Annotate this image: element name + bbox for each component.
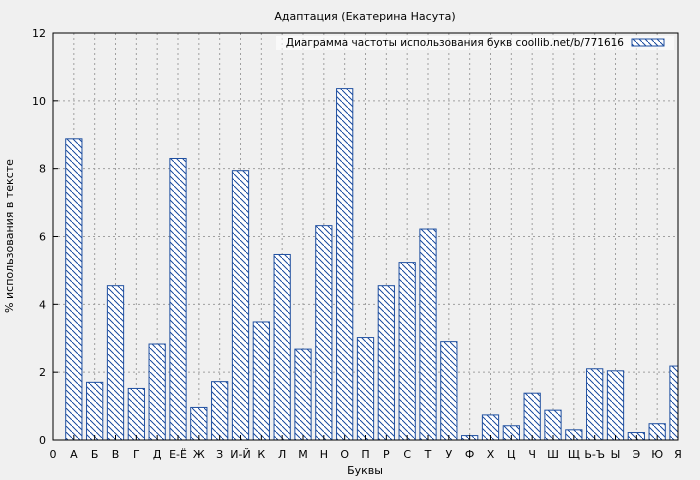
grid-lines [53,33,679,440]
y-tick-label: 10 [32,95,46,108]
legend: Диаграмма частоты использования букв coo… [276,36,674,50]
bars [65,88,679,441]
y-tick-label: 6 [39,231,46,244]
x-tick-label: Т [424,448,432,461]
x-tick-label: Э [632,448,640,461]
x-tick-label: И-Й [230,448,250,461]
x-tick-label: Ш [547,448,559,461]
x-tick-label: Ы [611,448,621,461]
x-tick-label: Е-Ё [169,448,187,461]
x-tick-label: Щ [568,448,580,461]
x-tick-label-origin: 0 [50,448,57,461]
bar-1 [65,138,83,441]
x-tick-label: Ж [193,448,205,461]
bar-26 [586,368,604,441]
bar-23 [523,392,541,441]
bar-5 [148,343,166,441]
bar-8 [211,381,229,441]
x-axis: 0 А Б В Г Д Е-Ё Ж З И-Й К Л М Н О П Р С Т У Ф Х Ц Ч Ш Щ Ь-Ъ Ы Э Ю Я [50,435,682,461]
x-tick-label: Ф [465,448,474,461]
bar-14 [336,88,354,441]
x-tick-label: Я [674,448,682,461]
x-tick-label: Ь-Ъ [584,448,605,461]
bar-13 [315,225,333,441]
y-axis-label: % использования в тексте [3,159,16,313]
bar-2 [86,381,104,441]
bar-19 [440,341,458,441]
chart-title: Адаптация (Екатерина Насута) [274,10,455,23]
bar-3 [106,285,125,441]
y-tick-label: 12 [32,27,46,40]
x-tick-label: Ц [507,448,516,461]
x-tick-label: З [216,448,223,461]
x-axis-label: Буквы [347,464,383,477]
x-tick-label: П [361,448,369,461]
y-tick-label: 2 [39,366,46,379]
y-tick-label: 8 [39,163,46,176]
bar-27 [606,370,625,441]
bar-6 [169,157,187,441]
x-tick-label: А [70,448,78,461]
x-tick-label: К [257,448,265,461]
legend-label: Диаграмма частоты использования букв coo… [286,37,624,49]
bar-18 [419,228,437,441]
bar-12 [294,348,312,441]
x-tick-label: Ю [651,448,663,461]
bar-11 [273,253,291,441]
bar-17 [398,262,416,441]
x-tick-label: Ч [528,448,536,461]
bar-10 [252,321,270,441]
bar-15 [356,337,375,441]
bar-4 [127,387,145,441]
y-axis: 0 2 4 6 8 10 12 [32,27,58,447]
x-tick-label: Х [487,448,495,461]
x-tick-label: М [298,448,308,461]
x-tick-label: Г [133,448,140,461]
bar-9 [231,170,250,441]
bar-16 [377,285,395,441]
y-tick-label: 0 [39,434,46,447]
x-tick-label: Р [383,448,390,461]
x-tick-label: С [403,448,411,461]
y-tick-label: 4 [39,298,46,311]
x-tick-label: В [112,448,120,461]
x-tick-label: Н [320,448,328,461]
x-tick-label: О [340,448,349,461]
x-tick-label: Л [278,448,286,461]
legend-swatch [631,38,665,47]
x-tick-label: Б [91,448,99,461]
x-tick-label: Д [153,448,162,461]
bar-30 [669,365,679,441]
x-tick-label: У [445,448,452,461]
